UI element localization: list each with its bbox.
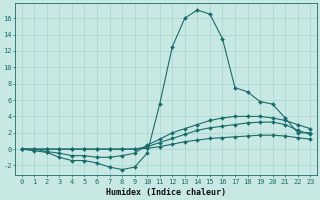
X-axis label: Humidex (Indice chaleur): Humidex (Indice chaleur)	[106, 188, 226, 197]
